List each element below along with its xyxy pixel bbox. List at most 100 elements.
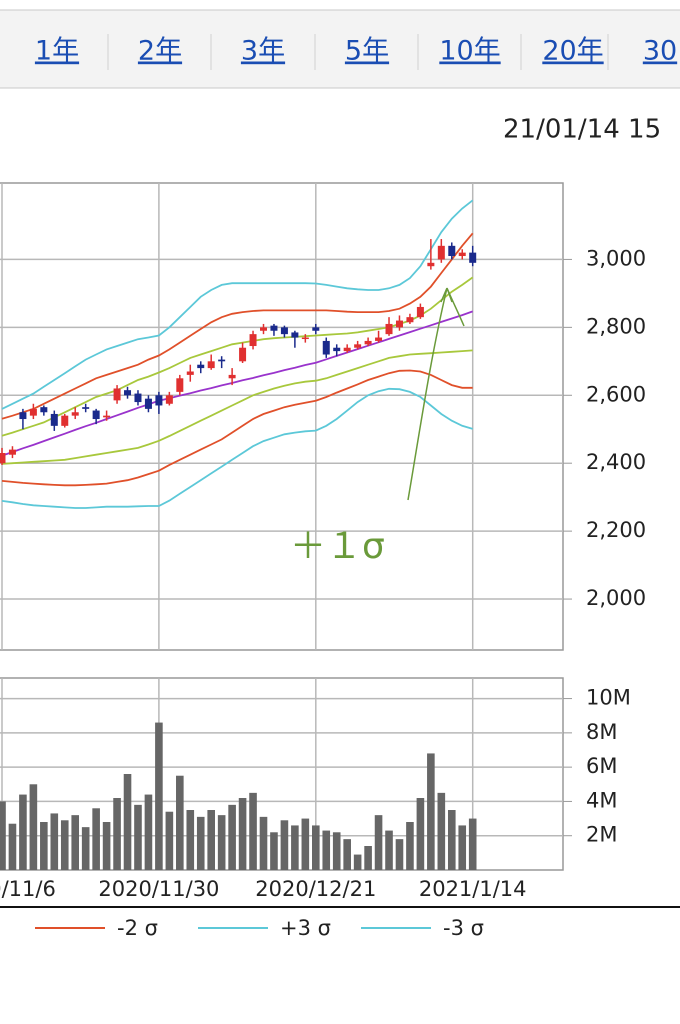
volume-bar <box>374 815 383 870</box>
candle-body <box>458 252 466 257</box>
volume-bar <box>259 816 268 870</box>
y-tick-label: 6M <box>586 754 617 778</box>
volume-bar <box>312 825 320 870</box>
candle-body <box>249 334 257 347</box>
y-tick-label: 3,000 <box>586 246 646 270</box>
price-plot-frame <box>0 182 564 651</box>
volume-bar <box>385 830 393 870</box>
y-tick-label: 2M <box>586 823 617 847</box>
candle-body <box>406 317 414 323</box>
y-tick-label: 2,000 <box>586 586 646 610</box>
volume-plot-frame <box>0 677 564 871</box>
candle-body <box>448 245 456 257</box>
candle-body <box>124 390 132 396</box>
volume-bar <box>447 810 456 870</box>
annotation: ＋１σ <box>290 526 385 567</box>
x-tick-label: 2020/11/30 <box>98 877 219 901</box>
annotation-arrow <box>407 287 465 501</box>
band-line <box>1 349 473 465</box>
y-tick-label: 8M <box>586 720 617 744</box>
volume-bar <box>364 846 372 870</box>
candle-body <box>385 323 393 335</box>
volume-bar <box>186 810 195 870</box>
volume-bar <box>270 832 278 870</box>
y-tick-label: 2,200 <box>586 518 646 542</box>
band-line <box>1 199 474 410</box>
y-tick-label: 2,400 <box>586 450 646 474</box>
candle-body <box>322 340 330 355</box>
candle-body <box>50 413 58 426</box>
volume-bar <box>353 854 362 870</box>
candle-body <box>239 347 247 362</box>
volume-bar <box>291 825 299 870</box>
candle-body <box>82 407 90 409</box>
x-tick-label: 2020/11/6 <box>0 877 56 901</box>
candle-body <box>354 344 362 348</box>
candle-body <box>312 327 320 331</box>
volume-bar <box>71 815 80 870</box>
period-tab[interactable]: 1年 <box>35 36 79 67</box>
candle-body <box>469 252 477 263</box>
candle-body <box>0 453 6 464</box>
legend-label: -3 σ <box>443 916 484 940</box>
period-tab[interactable]: 5年 <box>345 36 389 67</box>
volume-bar <box>176 775 184 870</box>
candle-body <box>207 361 215 369</box>
volume-bar <box>8 823 17 870</box>
y-tick-label: 2,600 <box>586 382 646 406</box>
volume-bar <box>40 822 48 870</box>
period-tab[interactable]: 30 <box>643 36 677 67</box>
period-tab[interactable]: 3年 <box>241 36 285 67</box>
candle-body <box>291 332 299 338</box>
candle-body <box>29 408 37 416</box>
volume-bar <box>60 820 69 870</box>
volume-bar <box>144 794 153 870</box>
candle-body <box>375 337 383 341</box>
volume-bar <box>332 832 341 870</box>
volume-bar <box>0 801 6 870</box>
volume-bar <box>165 811 174 870</box>
volume-bar <box>322 830 331 870</box>
period-tab[interactable]: 10年 <box>439 36 500 67</box>
volume-bar <box>50 813 59 870</box>
volume-bar <box>406 822 414 870</box>
volume-bar <box>123 774 132 870</box>
volume-bar <box>102 822 111 870</box>
candle-body <box>8 449 16 455</box>
volume-bar <box>416 798 425 870</box>
candle-body <box>197 364 205 369</box>
candle-body <box>343 347 351 352</box>
candle-body <box>333 347 341 352</box>
candle-body <box>19 412 27 420</box>
candle-body <box>40 407 48 413</box>
candle-body <box>103 415 111 418</box>
volume-bar <box>427 753 435 870</box>
band-line <box>1 387 473 509</box>
volume-bar <box>468 818 477 870</box>
period-tab[interactable]: 20年 <box>542 36 603 67</box>
band-line <box>1 232 474 420</box>
candle-body <box>92 410 100 420</box>
tab-bar <box>0 9 680 89</box>
candle-body <box>395 320 403 328</box>
candle-body <box>270 325 278 331</box>
candle-body <box>186 371 194 375</box>
tab-list: 1年 2年 3年 5年 10年 20年 30 <box>35 36 677 67</box>
y-tick-label: 2,800 <box>586 314 646 338</box>
candle-body <box>165 395 173 404</box>
period-tab[interactable]: 2年 <box>138 36 182 67</box>
volume-bar <box>134 804 142 870</box>
candle-body <box>144 398 152 409</box>
volume-bar <box>437 792 446 870</box>
volume-bar <box>238 798 247 870</box>
legend-label: -2 σ <box>117 916 158 940</box>
volume-bar <box>301 818 310 870</box>
volume-bar <box>458 825 467 870</box>
volume-bar <box>92 808 100 870</box>
candle-body <box>134 393 142 403</box>
candle-body <box>176 378 184 392</box>
candle-body <box>416 306 424 318</box>
volume-bar <box>155 722 163 870</box>
volume-bar <box>395 839 404 870</box>
candle-body <box>228 374 236 379</box>
